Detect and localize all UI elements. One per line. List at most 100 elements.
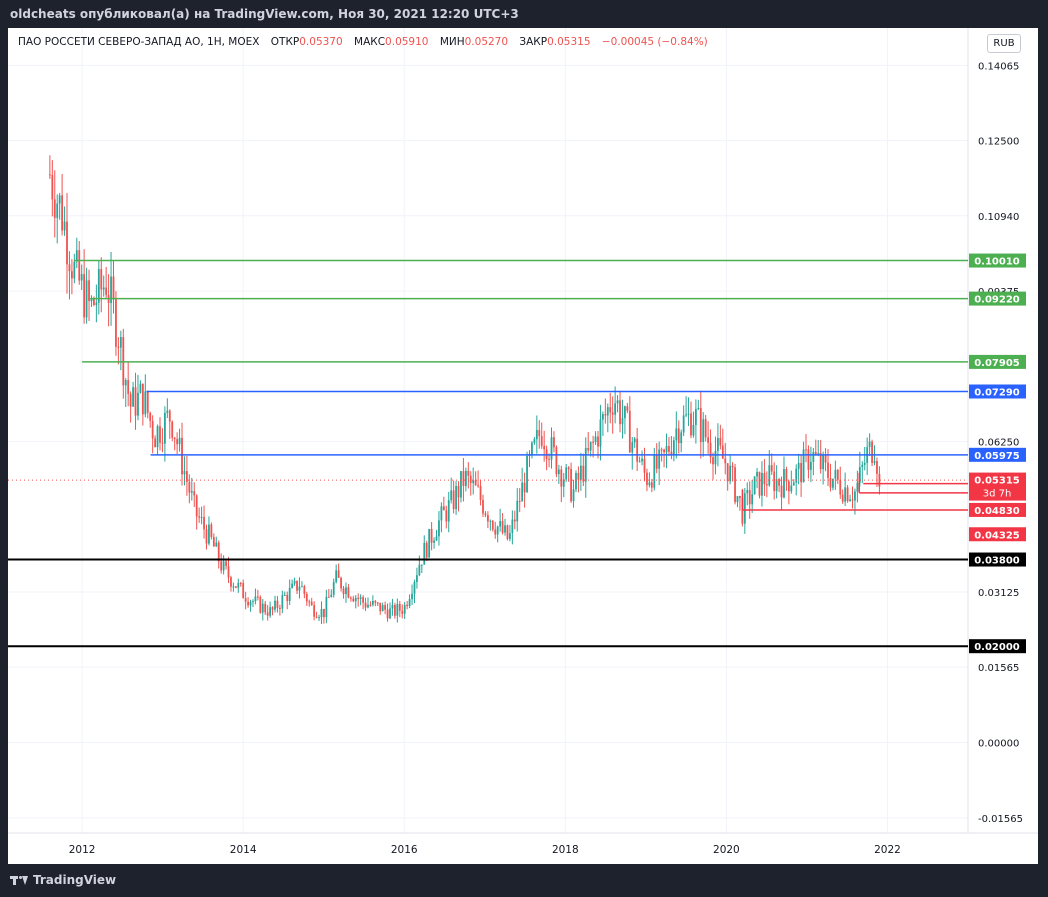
candle-body: [626, 406, 629, 411]
candle-body: [188, 481, 191, 493]
candle-body: [682, 415, 685, 433]
candle-body: [560, 469, 563, 487]
candle-body: [817, 453, 820, 455]
candle-body: [408, 599, 411, 607]
candle-body: [195, 495, 198, 517]
candle-body: [379, 602, 382, 612]
candle-body: [797, 462, 800, 469]
candle-body: [450, 490, 453, 501]
candle-body: [100, 269, 103, 290]
candle-body: [124, 380, 127, 386]
candle-body: [792, 482, 795, 486]
price-chart[interactable]: 0.140650.125000.109400.093750.062500.031…: [8, 28, 1038, 864]
candle-body: [800, 462, 803, 483]
candle-body: [230, 577, 232, 587]
candle-body: [538, 430, 541, 437]
candle-body: [731, 465, 734, 468]
candle-body: [770, 465, 773, 472]
candle-body: [88, 280, 90, 302]
candle-body: [526, 456, 528, 493]
currency-button[interactable]: RUB: [987, 34, 1021, 53]
candle-body: [672, 440, 675, 456]
candle-body: [741, 498, 744, 524]
close-value: 0.05315: [547, 36, 591, 48]
candle-body: [871, 441, 873, 463]
candle-body: [648, 482, 651, 486]
candle-body: [758, 471, 761, 496]
candle-body: [729, 465, 732, 482]
candle-body: [337, 570, 340, 578]
candle-body: [523, 482, 526, 493]
candle-body: [506, 525, 509, 539]
x-tick-label: 2018: [552, 844, 579, 856]
candle-body: [357, 597, 360, 599]
candle-body: [787, 481, 790, 492]
candle-body: [592, 441, 595, 443]
level-0.02000-badge-text: 0.02000: [974, 642, 1020, 653]
candle-body: [291, 583, 294, 588]
y-tick-label: 0.06250: [978, 438, 1019, 449]
candle-body: [61, 195, 64, 231]
candle-body: [56, 203, 59, 218]
tradingview-brand[interactable]: TradingView: [10, 873, 116, 887]
candle-body: [746, 490, 749, 494]
candle-body: [386, 609, 389, 619]
candle-body: [472, 480, 475, 484]
candle-body: [614, 403, 617, 415]
candle-body: [51, 175, 54, 200]
candle-body: [482, 499, 484, 514]
candle-body: [215, 542, 218, 547]
candle-body: [555, 447, 558, 475]
candle-body: [704, 419, 707, 438]
candle-body: [217, 542, 220, 562]
candle-body: [166, 410, 169, 413]
candle-body: [685, 414, 687, 416]
candle-body: [653, 455, 656, 488]
level-0.03800-badge-text: 0.03800: [974, 556, 1020, 567]
candle-body: [641, 458, 643, 462]
candle-body: [212, 537, 215, 547]
candle-body: [606, 407, 609, 416]
candle-body: [783, 469, 785, 498]
candle-body: [739, 496, 741, 499]
candle-body: [499, 521, 502, 527]
candle-body: [227, 566, 230, 578]
candle-body: [119, 337, 122, 348]
candle-body: [462, 471, 465, 486]
candle-body: [340, 577, 342, 589]
candle-body: [433, 540, 435, 543]
candle-body: [271, 607, 274, 610]
candle-body: [308, 601, 311, 603]
candle-body: [208, 524, 210, 544]
footer-bar: TradingView: [0, 866, 1048, 897]
candle-body: [790, 485, 793, 492]
candle-body: [296, 580, 298, 591]
candle-body: [283, 594, 286, 596]
candle-body: [151, 420, 154, 439]
candle-body: [425, 542, 428, 558]
candle-body: [154, 438, 156, 448]
chart-frame[interactable]: 0.140650.125000.109400.093750.062500.031…: [8, 28, 1038, 864]
candle-body: [237, 582, 240, 588]
candle-body: [572, 489, 575, 502]
candle-body: [846, 487, 849, 502]
high-label: МАКС: [354, 36, 386, 48]
candle-body: [71, 271, 73, 279]
candle-body: [286, 594, 289, 601]
candle-body: [161, 442, 164, 444]
candle-body: [435, 536, 438, 541]
candle-body: [474, 480, 477, 486]
candle-body: [575, 472, 577, 490]
candle-body: [288, 587, 291, 601]
candle-body: [403, 604, 406, 614]
candle-body: [511, 519, 514, 534]
candle-body: [75, 250, 78, 262]
candle-body: [694, 408, 697, 426]
candle-body: [854, 491, 856, 501]
candle-body: [557, 469, 560, 475]
open-label: ОТКР: [270, 36, 300, 48]
candle-body: [310, 601, 313, 606]
candle-body: [773, 471, 776, 492]
low-label: МИН: [439, 36, 465, 48]
symbol-name: ПАО РОССЕТИ СЕВЕРО-ЗАПАД АО, 1Н, MOEX: [18, 36, 260, 48]
